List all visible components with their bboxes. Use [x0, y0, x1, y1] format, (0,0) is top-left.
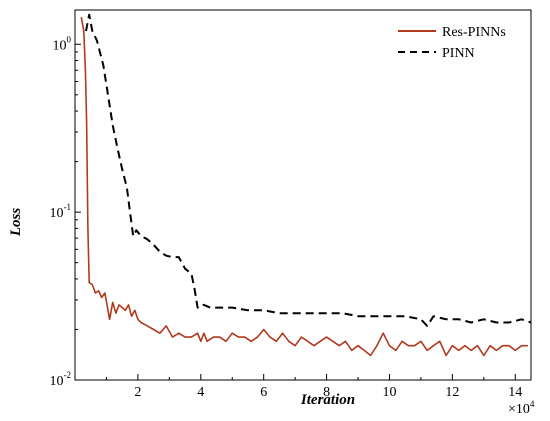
legend-label-res-pinns: Res-PINNs [442, 25, 506, 40]
plot-frame [74, 9, 532, 381]
x-tick-label: 12 [445, 385, 459, 400]
x-tick-label: 8 [323, 385, 330, 400]
legend-label-pinn: PINN [442, 46, 475, 61]
series-line-pinn [85, 13, 532, 327]
y-tick-label: 100 [53, 34, 72, 53]
x-axis-title: Iteration [300, 392, 355, 408]
x-tick-label: 10 [382, 385, 396, 400]
y-axis-title: Loss [8, 208, 24, 238]
x-multiplier: ×104 [508, 399, 535, 417]
axis-ticks: 2 4 6 8 10 12 14 100 10-1 10-2 [50, 34, 523, 400]
x-tick-label: 2 [134, 385, 141, 400]
x-tick-label: 6 [260, 385, 267, 400]
series-line-res-pinns [80, 17, 528, 357]
x-tick-label: 14 [508, 385, 522, 400]
x-tick-label: 4 [197, 385, 204, 400]
data-series [80, 13, 532, 357]
y-tick-label: 10-1 [50, 202, 72, 221]
y-tick-label: 10-2 [50, 370, 72, 389]
legend: Res-PINNs PINN [398, 25, 506, 61]
